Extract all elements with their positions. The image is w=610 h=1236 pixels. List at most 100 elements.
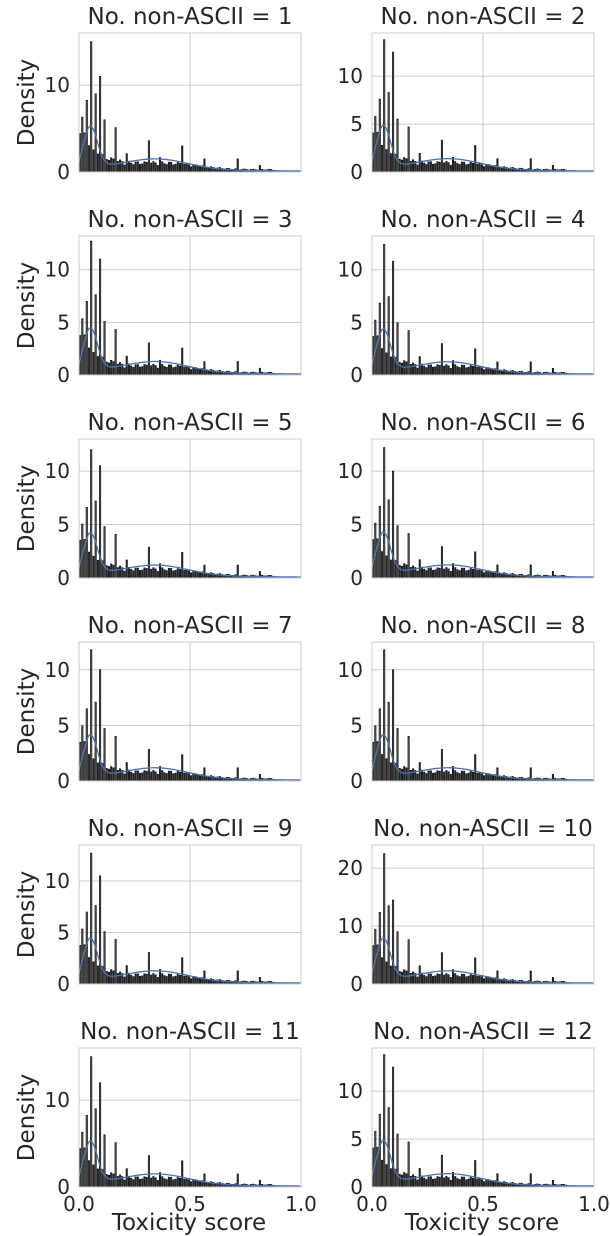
histogram-bar <box>156 1180 159 1188</box>
histogram-bar <box>105 768 108 782</box>
histogram-bar <box>465 773 468 782</box>
histogram-bar <box>403 969 406 985</box>
histogram-bar <box>90 1056 93 1188</box>
histogram-bar <box>187 570 190 579</box>
histogram-bar <box>96 153 99 173</box>
x-tick-label: 1.0 <box>285 1192 317 1216</box>
histogram-bar <box>420 566 423 579</box>
histogram-bar <box>87 145 90 173</box>
histogram-bar <box>192 1179 195 1188</box>
histogram-bar <box>469 365 472 376</box>
histogram-bar <box>196 775 199 782</box>
histogram-bar <box>427 567 430 579</box>
histogram-bar <box>445 161 448 173</box>
histogram-bar <box>432 772 435 782</box>
histogram-bar <box>145 770 148 782</box>
histogram-bar <box>136 161 139 173</box>
histogram-bar <box>476 975 479 985</box>
histogram-bar <box>90 41 93 173</box>
histogram-bar <box>132 164 135 173</box>
histogram-bar <box>465 367 468 376</box>
histogram-bar <box>454 973 457 985</box>
histogram-bar <box>440 952 443 985</box>
histogram-bar <box>436 567 439 579</box>
histogram-bar <box>139 1178 142 1188</box>
histogram-bar <box>496 158 499 173</box>
histogram-bar <box>432 1178 435 1188</box>
histogram-bar <box>452 1172 455 1188</box>
histogram-bar <box>112 158 115 173</box>
histogram-bar <box>156 976 159 985</box>
histogram-bar <box>205 573 208 579</box>
histogram-bar <box>134 770 137 782</box>
histogram-bar <box>458 773 461 782</box>
histogram-bar <box>416 164 419 173</box>
y-tick-label: 10 <box>45 73 70 97</box>
histogram-bar <box>110 563 113 579</box>
histogram-bar <box>436 1176 439 1188</box>
histogram-bar <box>432 366 435 376</box>
histogram-bar <box>134 161 137 173</box>
histogram-bar <box>385 555 388 579</box>
histogram-bar <box>392 260 395 376</box>
y-tick-label: 10 <box>338 459 363 483</box>
histogram-bar <box>478 162 481 173</box>
histogram-bar <box>152 973 155 985</box>
histogram-bar <box>198 166 202 173</box>
y-tick-label: 0 <box>57 363 70 387</box>
histogram-bar <box>474 1160 477 1188</box>
subplot-title: No. non-ASCII = 3 <box>87 207 292 233</box>
histogram-bar <box>425 1179 428 1188</box>
histogram-bar <box>79 945 82 985</box>
histogram-bar <box>185 163 188 173</box>
histogram-bar <box>85 507 88 579</box>
histogram-bar <box>167 973 170 985</box>
histogram-bar <box>152 770 155 782</box>
histogram-bar <box>96 1168 99 1188</box>
histogram-bar <box>436 973 439 985</box>
histogram-bar <box>443 771 446 782</box>
histogram-bar <box>436 770 439 782</box>
histogram-bar <box>378 98 381 173</box>
histogram-bar <box>161 161 164 173</box>
histogram-bar <box>445 364 448 376</box>
histogram-bar <box>400 159 403 173</box>
histogram-bar <box>114 1142 117 1188</box>
histogram-bar <box>159 1172 162 1188</box>
histogram-bar <box>196 978 199 985</box>
histogram-bar <box>190 978 193 985</box>
histogram-bar <box>123 570 126 579</box>
histogram-bar <box>167 770 170 782</box>
histogram-bar <box>159 969 162 985</box>
histogram-bar <box>440 546 443 579</box>
histogram-bar <box>447 771 450 782</box>
kde-curve <box>371 1139 595 1187</box>
histogram-bar <box>496 564 499 579</box>
histogram-bar <box>420 972 423 985</box>
histogram-bar <box>447 162 450 173</box>
histogram-bar <box>380 348 384 376</box>
y-tick-label: 10 <box>338 258 363 282</box>
histogram-bar <box>159 157 162 173</box>
plot-frame <box>78 844 302 985</box>
histogram-bar <box>491 775 495 782</box>
kde-curve <box>78 125 302 172</box>
y-axis-label: Density <box>14 871 40 958</box>
histogram-bar <box>478 771 481 782</box>
histogram-bar <box>125 153 128 173</box>
histogram-bar <box>99 76 102 173</box>
histogram-bar <box>443 162 446 173</box>
histogram-bar <box>196 572 199 579</box>
subplot-12: No. non-ASCII = 12 0 5 10 0.0 0.5 1.0 <box>338 1019 610 1216</box>
histogram-bar <box>132 976 135 985</box>
histogram-bar <box>407 533 410 579</box>
histogram-bar <box>398 768 401 782</box>
histogram-bar <box>476 1178 479 1188</box>
histogram-bar <box>485 570 488 579</box>
histogram-bar <box>487 1179 490 1188</box>
histogram-bar <box>147 342 150 376</box>
histogram-bar <box>405 970 408 985</box>
histogram-bar <box>123 164 126 173</box>
histogram-bar <box>491 166 495 173</box>
histogram-bar <box>163 772 166 782</box>
